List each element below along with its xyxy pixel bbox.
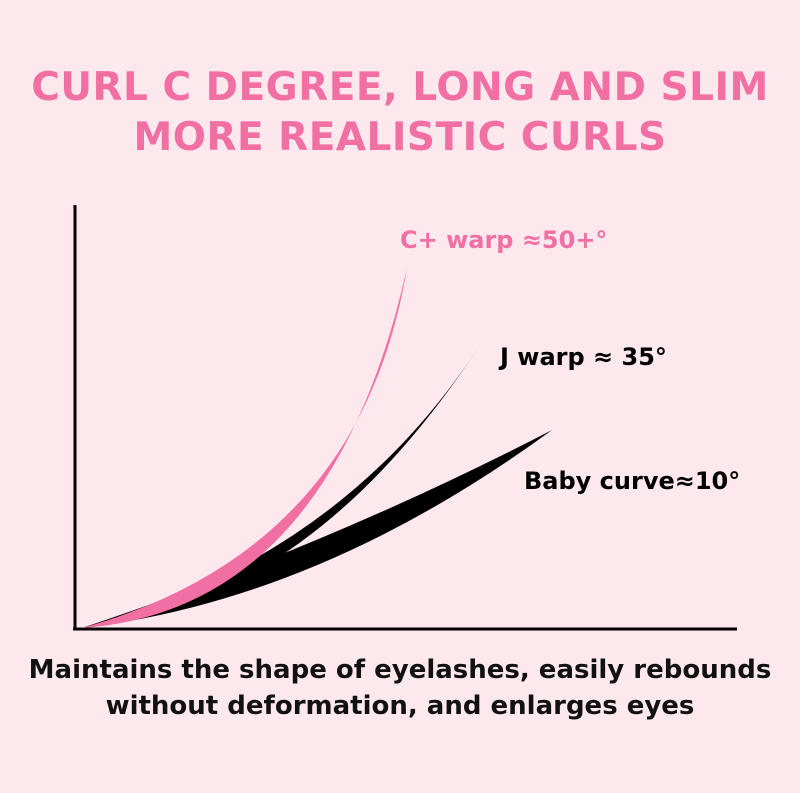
c-plus-warp-lash <box>82 268 407 628</box>
caption-line-2: without deformation, and enlarges eyes <box>105 691 695 721</box>
j-warp-lash <box>82 345 480 628</box>
j-warp-label: J warp ≈ 35° <box>498 343 667 371</box>
headline-line-1: CURL C DEGREE, LONG AND SLIM <box>31 65 769 110</box>
baby-curve-label: Baby curve≈10° <box>524 467 740 495</box>
headline-line-2: MORE REALISTIC CURLS <box>133 115 667 160</box>
caption-line-1: Maintains the shape of eyelashes, easily… <box>28 655 772 685</box>
c-plus-warp-label: C+ warp ≈50+° <box>400 226 607 254</box>
